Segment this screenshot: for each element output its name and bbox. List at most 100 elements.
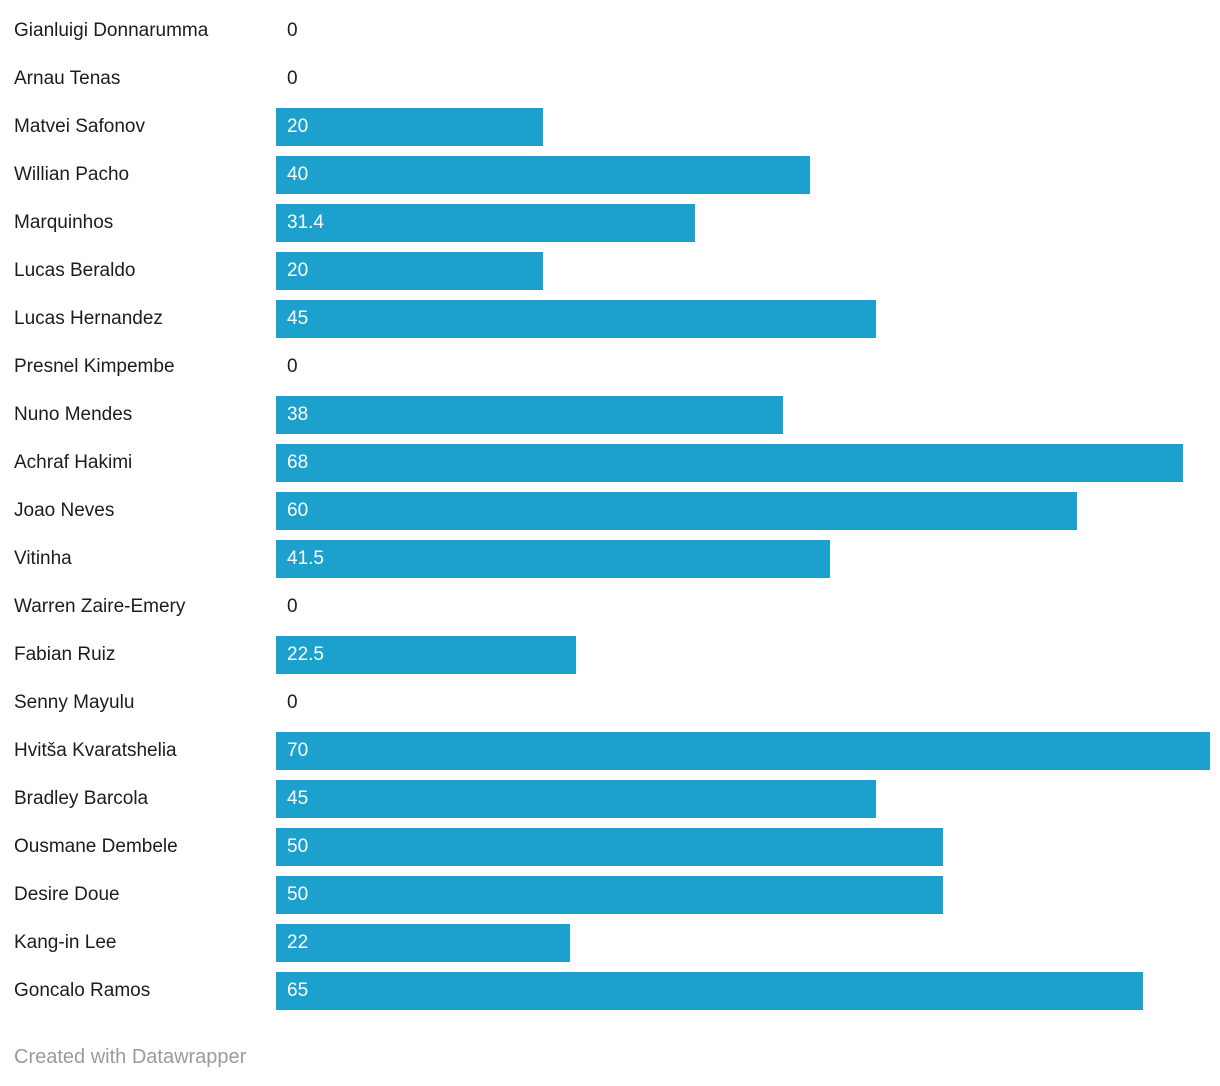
bar-row: Lucas Beraldo 20	[0, 247, 1220, 295]
category-label: Ousmane Dembele	[14, 836, 178, 857]
bar-row: Fabian Ruiz 22.5	[0, 631, 1220, 679]
bar-value-label: 45	[287, 308, 309, 329]
bar[interactable]: 31.4	[276, 204, 695, 242]
bar-area: 31.4	[276, 204, 1210, 242]
bar-row: Warren Zaire-Emery 0	[0, 583, 1220, 631]
bar-area: 0	[276, 12, 1210, 50]
bar-area: 70	[276, 732, 1210, 770]
bar[interactable]: 65	[276, 972, 1144, 1010]
category-label: Nuno Mendes	[14, 404, 133, 425]
category-label: Bradley Barcola	[14, 788, 149, 809]
bar-row: Hvitša Kvaratshelia 70	[0, 727, 1220, 775]
bar-row: Matvei Safonov 20	[0, 103, 1220, 151]
bar-value-label: 22	[287, 932, 309, 953]
bar-value-label: 38	[287, 404, 309, 425]
bar[interactable]: 60	[276, 492, 1077, 530]
bar-row: Achraf Hakimi 68	[0, 439, 1220, 487]
bar-row: Gianluigi Donnarumma 0	[0, 7, 1220, 55]
zero-value-label: 0	[287, 356, 298, 377]
category-label: Marquinhos	[14, 212, 114, 233]
zero-value-label: 0	[287, 68, 298, 89]
bar-row: Lucas Hernandez 45	[0, 295, 1220, 343]
bar-area: 45	[276, 780, 1210, 818]
bar[interactable]: 41.5	[276, 540, 830, 578]
zero-value-label: 0	[287, 692, 298, 713]
bar-area: 65	[276, 972, 1210, 1010]
category-label: Presnel Kimpembe	[14, 356, 175, 377]
bar-area: 0	[276, 348, 1210, 386]
bar-rows: Gianluigi Donnarumma 0 Arnau Tenas 0 Matvei …	[0, 7, 1220, 1015]
bar[interactable]: 50	[276, 876, 944, 914]
bar-value-label: 41.5	[287, 548, 324, 569]
bar-value-label: 20	[287, 260, 309, 281]
datawrapper-attribution-link[interactable]: Created with Datawrapper	[14, 1046, 247, 1068]
bar-row: Presnel Kimpembe 0	[0, 343, 1220, 391]
bar-row: Vitinha 41.5	[0, 535, 1220, 583]
bar-row: Desire Doue 50	[0, 871, 1220, 919]
category-label: Goncalo Ramos	[14, 980, 151, 1001]
category-label: Fabian Ruiz	[14, 644, 116, 665]
category-label: Warren Zaire-Emery	[14, 596, 186, 617]
category-label: Senny Mayulu	[14, 692, 135, 713]
bar-area: 60	[276, 492, 1210, 530]
bar-value-label: 31.4	[287, 212, 324, 233]
bar-value-label: 40	[287, 164, 309, 185]
category-label: Gianluigi Donnarumma	[14, 20, 209, 41]
category-label: Kang-in Lee	[14, 932, 117, 953]
bar-row: Nuno Mendes 38	[0, 391, 1220, 439]
bar[interactable]: 45	[276, 780, 877, 818]
bar-area: 0	[276, 60, 1210, 98]
category-label: Willian Pacho	[14, 164, 130, 185]
bar-row: Marquinhos 31.4	[0, 199, 1220, 247]
bar[interactable]: 70	[276, 732, 1210, 770]
bar[interactable]: 50	[276, 828, 944, 866]
bar-area: 50	[276, 876, 1210, 914]
bar-area: 20	[276, 108, 1210, 146]
bar-row: Joao Neves 60	[0, 487, 1220, 535]
bar-area: 41.5	[276, 540, 1210, 578]
bar[interactable]: 45	[276, 300, 877, 338]
bar-row: Goncalo Ramos 65	[0, 967, 1220, 1015]
bar-value-label: 45	[287, 788, 309, 809]
bar-area: 45	[276, 300, 1210, 338]
bar[interactable]: 68	[276, 444, 1184, 482]
bar-area: 38	[276, 396, 1210, 434]
bar-row: Senny Mayulu 0	[0, 679, 1220, 727]
category-label: Arnau Tenas	[14, 68, 121, 89]
bar[interactable]: 20	[276, 108, 543, 146]
bar-value-label: 70	[287, 740, 309, 761]
bar-value-label: 68	[287, 452, 309, 473]
category-label: Lucas Hernandez	[14, 308, 163, 329]
bar[interactable]: 20	[276, 252, 543, 290]
category-label: Matvei Safonov	[14, 116, 145, 137]
bar-area: 22	[276, 924, 1210, 962]
bar-value-label: 50	[287, 884, 309, 905]
bar-area: 0	[276, 684, 1210, 722]
bar[interactable]: 22.5	[276, 636, 577, 674]
zero-value-label: 0	[287, 20, 298, 41]
category-label: Hvitša Kvaratshelia	[14, 740, 177, 761]
bar-area: 40	[276, 156, 1210, 194]
bar-row: Arnau Tenas 0	[0, 55, 1220, 103]
bar-area: 22.5	[276, 636, 1210, 674]
bar-value-label: 65	[287, 980, 309, 1001]
category-label: Lucas Beraldo	[14, 260, 136, 281]
bar[interactable]: 38	[276, 396, 784, 434]
bar-row: Bradley Barcola 45	[0, 775, 1220, 823]
bar-value-label: 50	[287, 836, 309, 857]
bar-value-label: 60	[287, 500, 309, 521]
bar-row: Kang-in Lee 22	[0, 919, 1220, 967]
bar-area: 0	[276, 588, 1210, 626]
bar-area: 68	[276, 444, 1210, 482]
category-label: Desire Doue	[14, 884, 120, 905]
bar-area: 50	[276, 828, 1210, 866]
category-label: Achraf Hakimi	[14, 452, 133, 473]
bar[interactable]: 40	[276, 156, 810, 194]
bar-row: Ousmane Dembele 50	[0, 823, 1220, 871]
bar-area: 20	[276, 252, 1210, 290]
category-label: Joao Neves	[14, 500, 115, 521]
bar[interactable]: 22	[276, 924, 570, 962]
category-label: Vitinha	[14, 548, 72, 569]
bar-row: Willian Pacho 40	[0, 151, 1220, 199]
